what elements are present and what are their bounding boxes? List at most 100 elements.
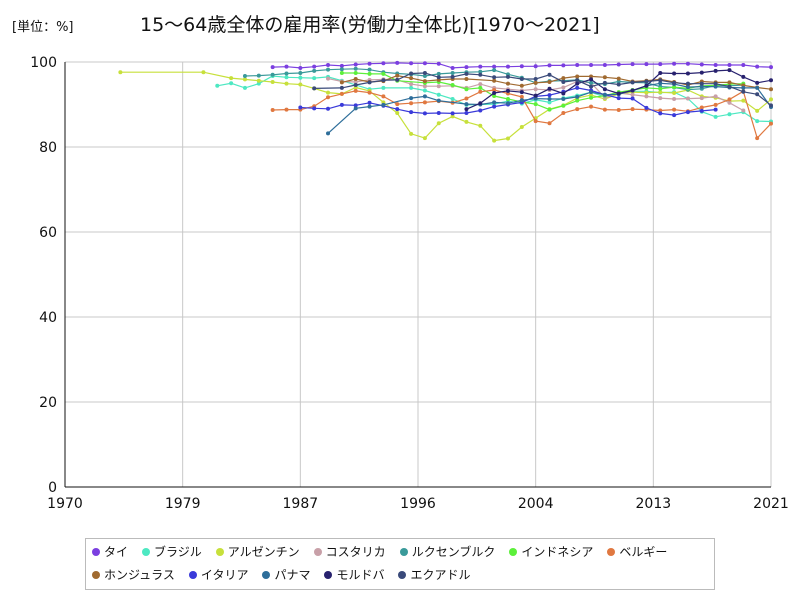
data-point bbox=[699, 84, 704, 89]
legend-label: パナマ bbox=[274, 568, 311, 582]
data-point bbox=[381, 102, 386, 107]
data-point bbox=[381, 61, 386, 66]
data-point bbox=[685, 96, 690, 101]
legend-label: タイ bbox=[104, 545, 129, 559]
unit-label: [単位：%] bbox=[12, 20, 74, 35]
data-point bbox=[533, 96, 538, 101]
data-point bbox=[602, 92, 607, 97]
data-point bbox=[270, 79, 275, 84]
data-point bbox=[478, 89, 483, 94]
y-tick-label: 80 bbox=[39, 140, 57, 156]
data-point bbox=[713, 107, 718, 112]
data-point bbox=[381, 71, 386, 76]
data-point bbox=[547, 63, 552, 68]
data-point bbox=[575, 98, 580, 103]
data-point bbox=[284, 107, 289, 112]
grid-lines bbox=[64, 61, 772, 488]
data-point bbox=[409, 82, 414, 87]
data-point bbox=[769, 78, 773, 83]
data-point bbox=[450, 71, 455, 76]
data-point bbox=[561, 79, 566, 84]
data-point bbox=[478, 82, 483, 87]
data-point bbox=[658, 90, 663, 95]
data-point bbox=[658, 108, 663, 113]
data-point bbox=[353, 82, 358, 87]
data-point bbox=[353, 62, 358, 67]
data-point bbox=[630, 107, 635, 112]
data-point bbox=[575, 94, 580, 99]
data-point bbox=[741, 98, 746, 103]
data-point bbox=[685, 85, 690, 90]
data-point bbox=[561, 91, 566, 96]
data-point bbox=[602, 87, 607, 92]
data-point bbox=[339, 63, 344, 68]
data-point bbox=[256, 81, 261, 86]
data-point bbox=[464, 111, 469, 115]
y-tick-label: 0 bbox=[48, 480, 57, 496]
data-point bbox=[505, 74, 510, 79]
data-point bbox=[505, 136, 510, 141]
series-6 bbox=[270, 88, 773, 141]
data-point bbox=[769, 65, 773, 70]
data-point bbox=[409, 76, 414, 81]
data-point bbox=[672, 107, 677, 112]
data-point bbox=[312, 86, 317, 91]
series-line bbox=[120, 71, 772, 142]
data-point bbox=[602, 80, 607, 85]
legend-marker bbox=[92, 570, 100, 579]
data-point bbox=[367, 90, 372, 95]
data-point bbox=[741, 89, 746, 94]
data-point bbox=[367, 104, 372, 109]
series-0 bbox=[270, 60, 773, 70]
data-point bbox=[339, 67, 344, 72]
data-point bbox=[478, 72, 483, 77]
data-point bbox=[547, 86, 552, 91]
x-tick-label: 1996 bbox=[400, 496, 436, 512]
data-point bbox=[422, 88, 427, 93]
data-point bbox=[409, 71, 414, 76]
data-point bbox=[478, 108, 483, 113]
data-point bbox=[505, 101, 510, 106]
data-point bbox=[450, 82, 455, 87]
data-point bbox=[450, 74, 455, 79]
legend-row: ホンジュラス イタリア パナマ モルドバ エクアドル bbox=[92, 566, 471, 583]
data-point bbox=[353, 103, 358, 108]
data-point bbox=[422, 71, 427, 76]
data-point bbox=[450, 111, 455, 116]
data-point bbox=[395, 77, 400, 82]
x-tick-label: 1979 bbox=[165, 496, 201, 512]
data-point bbox=[312, 76, 317, 81]
data-point bbox=[644, 105, 649, 110]
data-point bbox=[561, 111, 566, 115]
legend-marker bbox=[607, 547, 616, 556]
data-point bbox=[381, 78, 386, 83]
data-point bbox=[326, 90, 331, 95]
legend-item: パナマ bbox=[262, 566, 310, 583]
data-point bbox=[270, 108, 275, 113]
data-point bbox=[256, 78, 261, 83]
data-point bbox=[519, 64, 524, 69]
y-tick-label: 40 bbox=[39, 310, 57, 326]
data-point bbox=[519, 94, 524, 99]
data-point bbox=[741, 108, 746, 113]
legend-label: イタリア bbox=[200, 568, 249, 582]
data-point bbox=[699, 70, 704, 75]
data-point bbox=[658, 71, 663, 76]
data-point bbox=[478, 101, 483, 106]
data-point bbox=[658, 96, 663, 101]
data-point bbox=[422, 61, 427, 66]
data-point bbox=[492, 100, 497, 105]
data-point bbox=[685, 110, 690, 115]
legend-label: コスタリカ bbox=[325, 545, 386, 559]
data-point bbox=[672, 91, 677, 96]
data-point bbox=[547, 93, 552, 98]
y-tick-label: 20 bbox=[39, 395, 57, 411]
data-point bbox=[284, 64, 289, 69]
data-point bbox=[229, 81, 234, 86]
data-point bbox=[561, 96, 566, 101]
data-point bbox=[630, 62, 635, 67]
data-point bbox=[464, 119, 469, 124]
data-point bbox=[492, 138, 497, 143]
data-point bbox=[561, 103, 566, 108]
data-point bbox=[312, 64, 317, 69]
